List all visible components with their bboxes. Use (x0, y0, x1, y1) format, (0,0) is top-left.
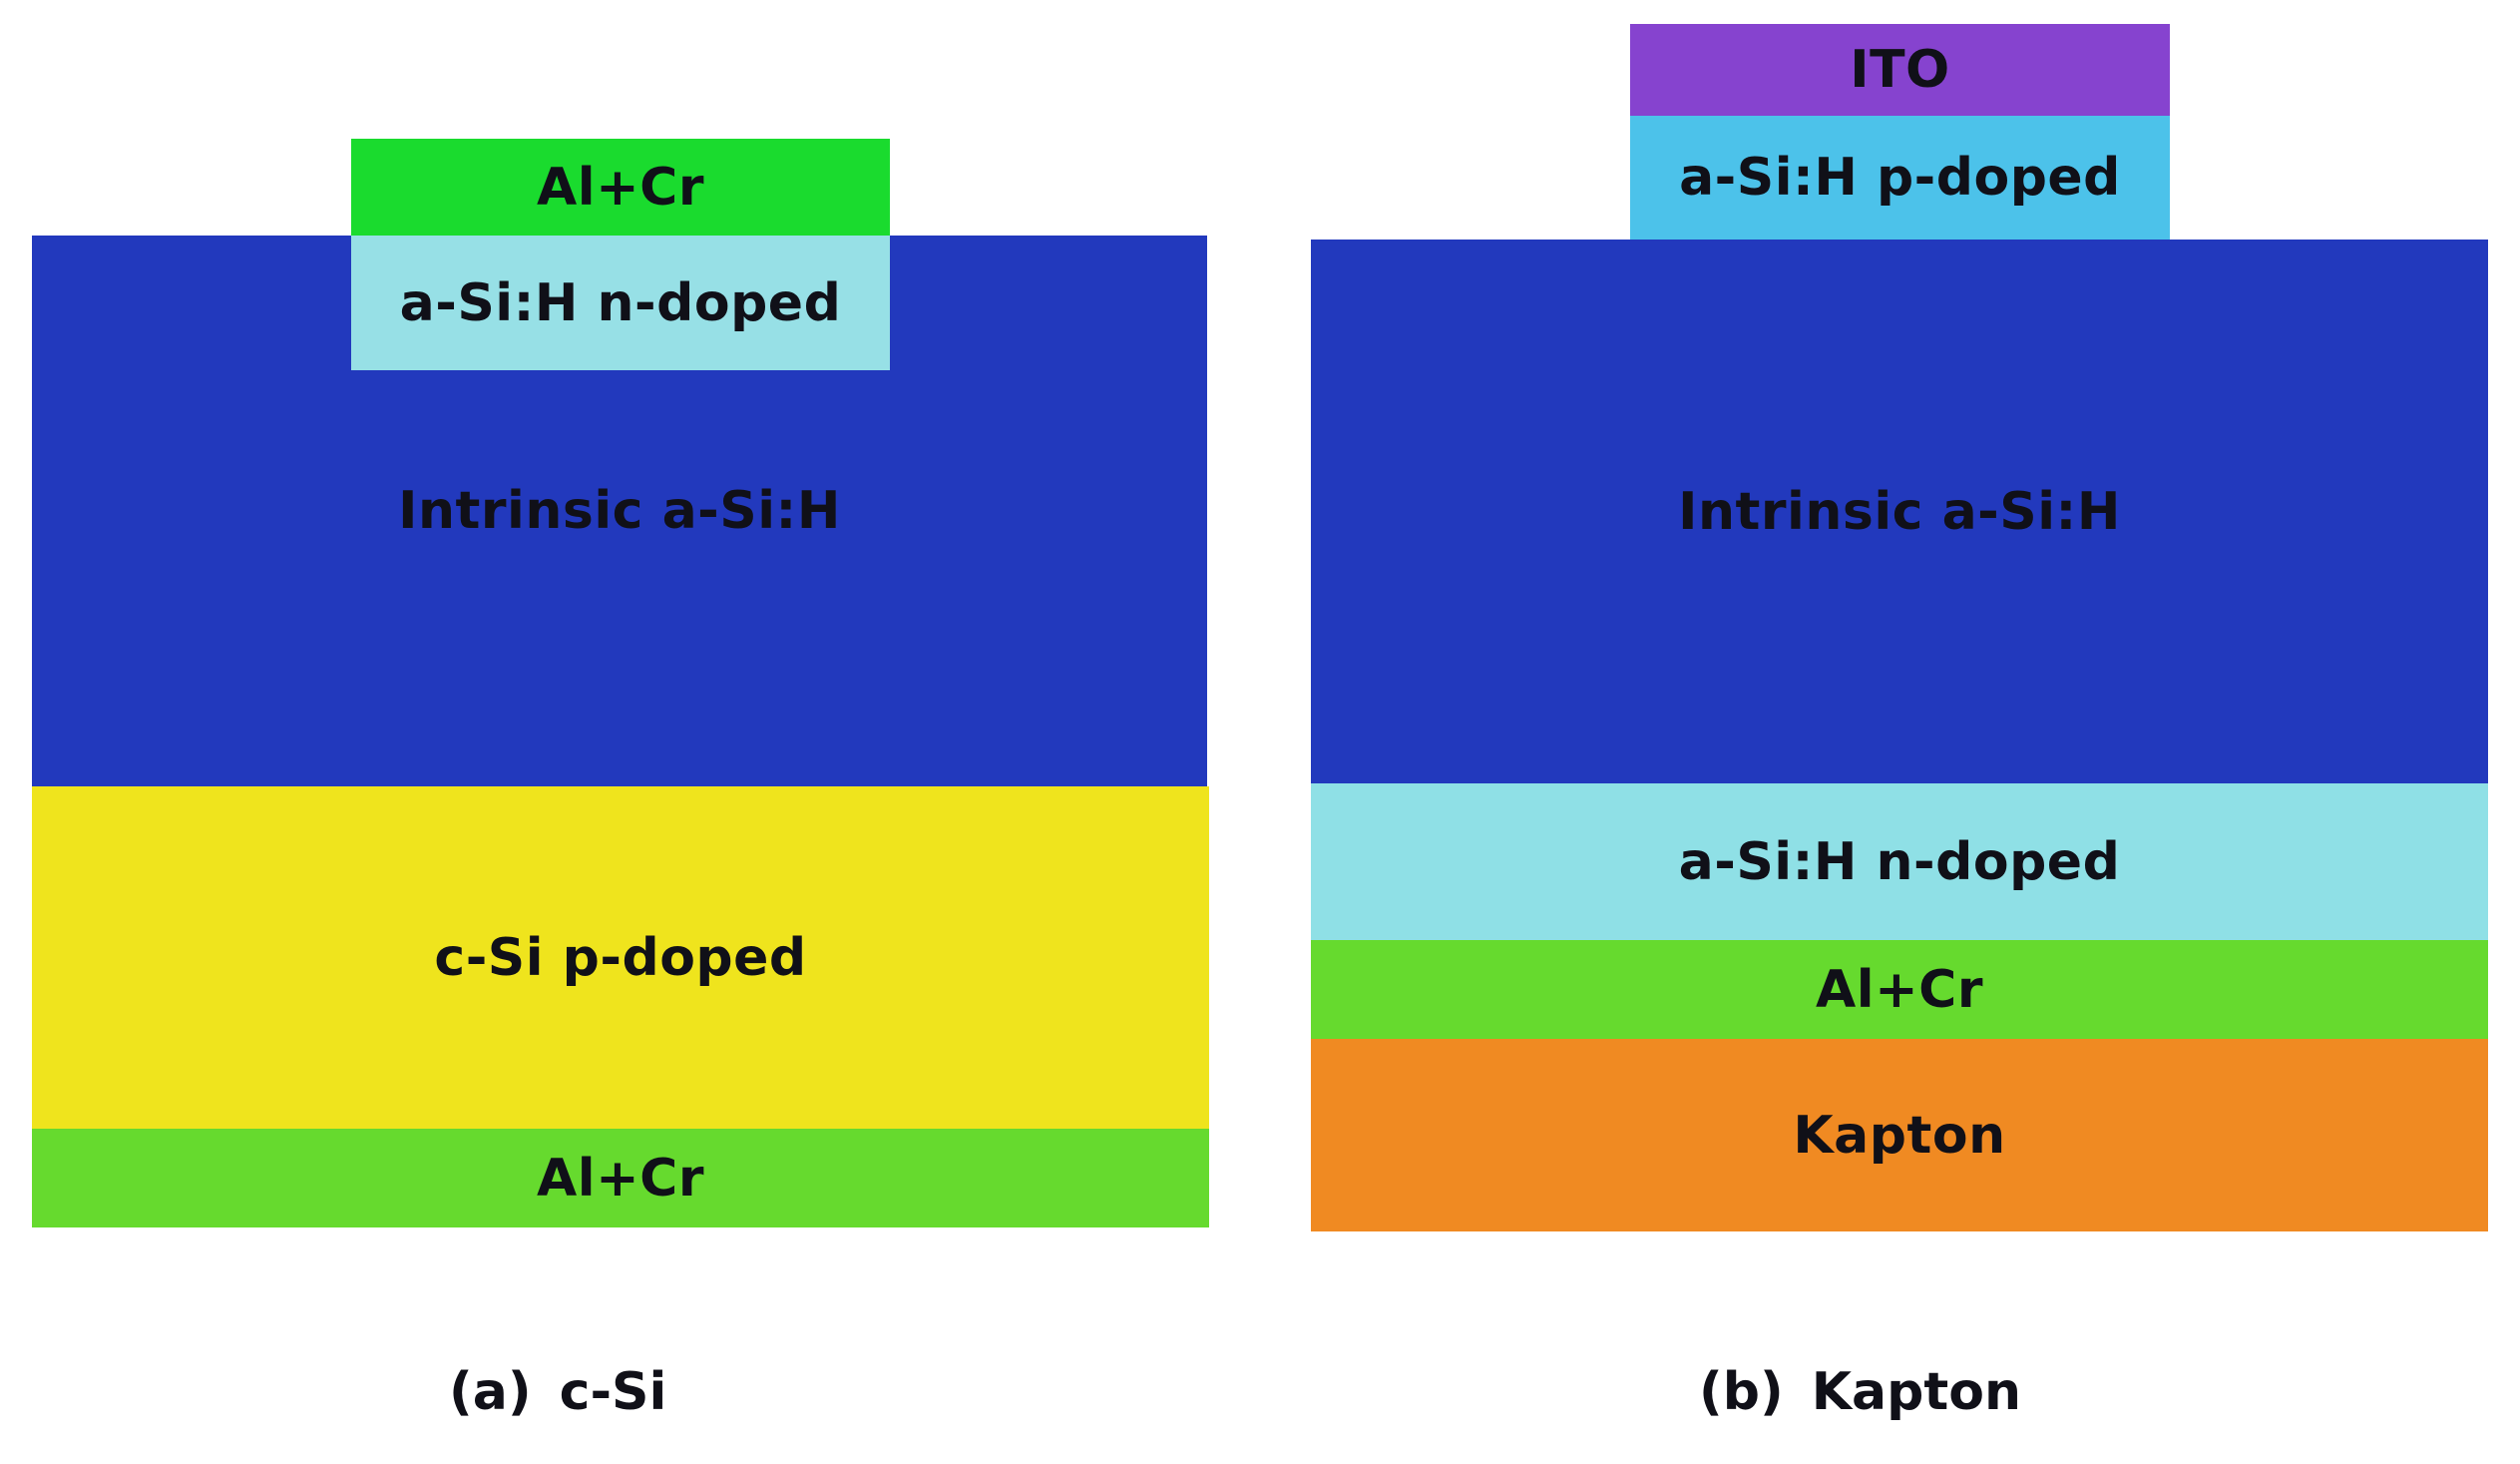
panel-a-n-doped-layer: a-Si:H n-doped (351, 236, 890, 370)
panel-b-contact-label: Al+Cr (1816, 959, 1983, 1020)
panel-b-ito-label: ITO (1850, 40, 1950, 100)
panel-b-intrinsic-layer: Intrinsic a-Si:H (1311, 240, 2488, 783)
panel-a-n-doped-label: a-Si:H n-doped (399, 272, 842, 333)
panel-a-top-contact-layer: Al+Cr (351, 139, 890, 236)
panel-b-caption: (b) Kapton (1699, 1362, 2021, 1422)
panel-b-p-doped-label: a-Si:H p-doped (1679, 148, 2121, 208)
panel-b-n-doped-layer: a-Si:H n-doped (1311, 783, 2488, 940)
panel-a-bottom-contact-label: Al+Cr (537, 1148, 704, 1209)
panel-b-caption-name: Kapton (1811, 1362, 2021, 1422)
panel-a-c-si-label: c-Si p-doped (434, 927, 807, 988)
panel-b-contact-layer: Al+Cr (1311, 940, 2488, 1039)
panel-a-c-si-layer: c-Si p-doped (32, 786, 1209, 1129)
panel-b-caption-tag: (b) (1699, 1362, 1784, 1422)
panel-a-caption-tag: (a) (449, 1362, 532, 1422)
panel-b-kapton-label: Kapton (1793, 1105, 2006, 1166)
panel-a-intrinsic-label: Intrinsic a-Si:H (398, 481, 841, 541)
panel-a-bottom-contact-layer: Al+Cr (32, 1129, 1209, 1227)
panel-b-kapton-layer: Kapton (1311, 1039, 2488, 1231)
panel-a-caption: (a) c-Si (449, 1362, 666, 1422)
panel-b-ito-layer: ITO (1630, 24, 2170, 116)
panel-b-n-doped-label: a-Si:H n-doped (1678, 831, 2121, 892)
panel-a-caption-name: c-Si (559, 1362, 667, 1422)
panel-b-intrinsic-label: Intrinsic a-Si:H (1678, 481, 2121, 542)
panel-a-top-contact-label: Al+Cr (537, 157, 704, 218)
panel-b-p-doped-layer: a-Si:H p-doped (1630, 116, 2170, 240)
